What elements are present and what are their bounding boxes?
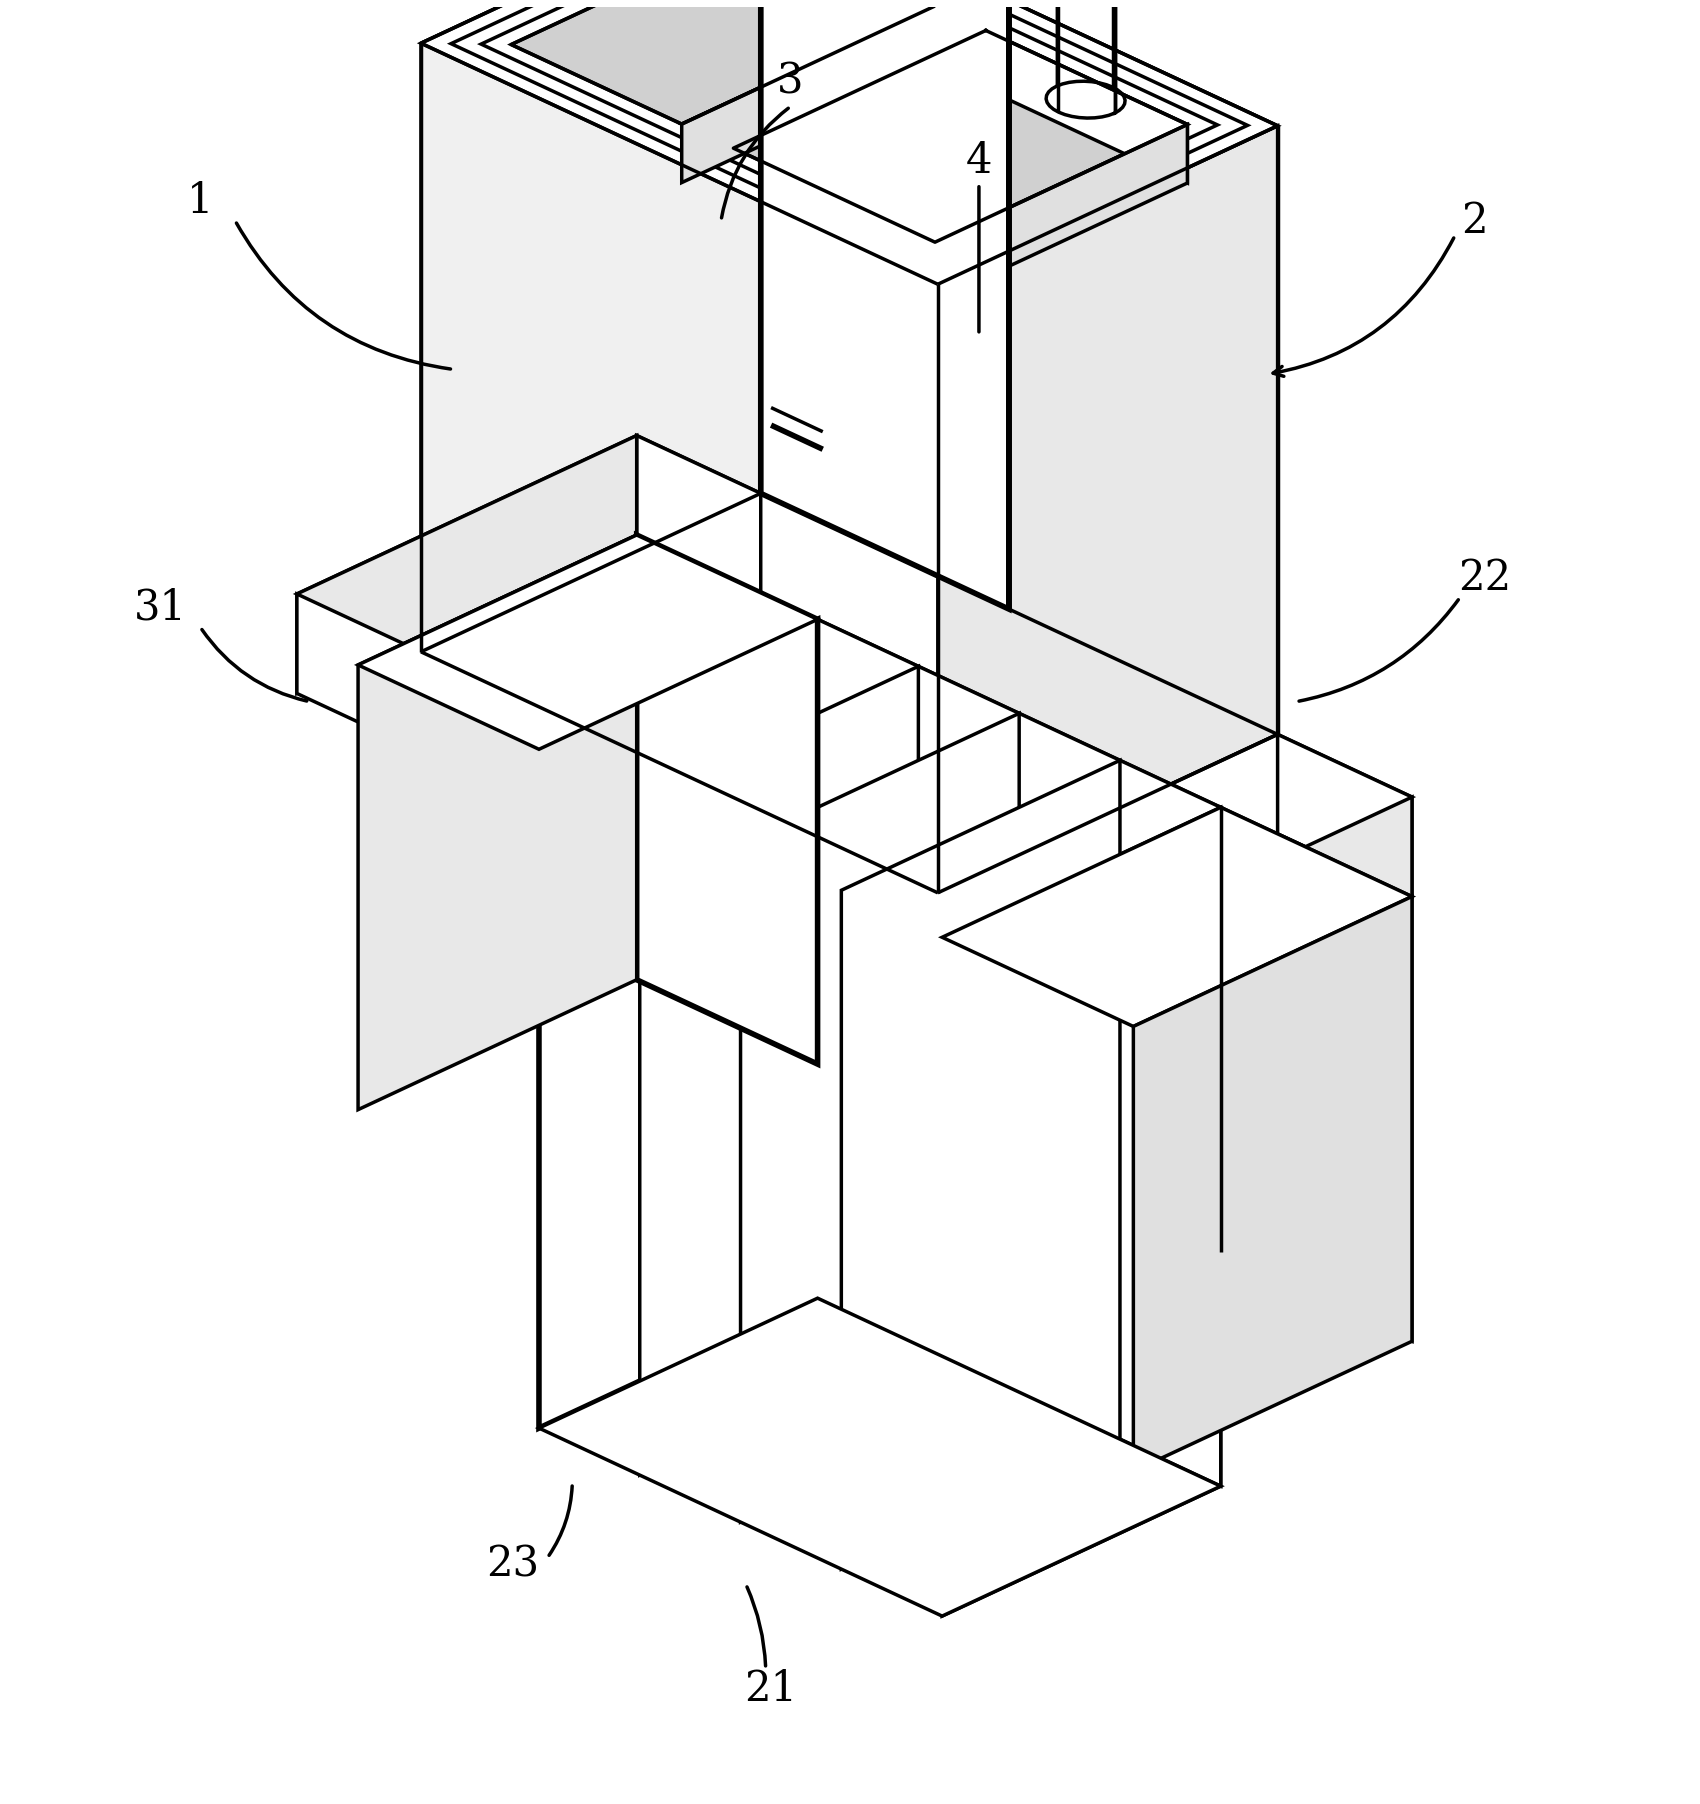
Text: 31: 31 <box>134 586 187 628</box>
Polygon shape <box>298 594 422 750</box>
Polygon shape <box>938 126 1278 893</box>
Polygon shape <box>818 619 1221 1486</box>
Text: 4: 4 <box>966 141 993 182</box>
Polygon shape <box>539 619 1221 938</box>
Polygon shape <box>760 0 1008 610</box>
Polygon shape <box>359 536 818 749</box>
Polygon shape <box>639 666 918 1476</box>
Polygon shape <box>422 0 760 651</box>
Polygon shape <box>935 124 1187 301</box>
Text: 23: 23 <box>486 1544 539 1586</box>
Polygon shape <box>942 808 1221 1616</box>
Polygon shape <box>1134 897 1413 1472</box>
Polygon shape <box>942 808 1413 1026</box>
Polygon shape <box>638 435 760 594</box>
Polygon shape <box>539 619 818 1429</box>
Polygon shape <box>359 536 638 1109</box>
Polygon shape <box>638 536 818 1064</box>
Polygon shape <box>763 0 933 65</box>
Text: 21: 21 <box>745 1667 797 1710</box>
Polygon shape <box>682 7 986 148</box>
Polygon shape <box>1278 734 1413 897</box>
Polygon shape <box>1073 797 1413 1055</box>
Polygon shape <box>760 0 1278 734</box>
Text: 3: 3 <box>777 61 804 103</box>
Polygon shape <box>481 0 1217 256</box>
Polygon shape <box>539 1299 1221 1616</box>
Polygon shape <box>450 0 1248 271</box>
Polygon shape <box>1221 808 1413 1340</box>
Polygon shape <box>938 734 1413 956</box>
Polygon shape <box>298 435 760 651</box>
Polygon shape <box>938 893 1073 1055</box>
Polygon shape <box>986 31 1187 182</box>
Polygon shape <box>298 435 638 693</box>
Polygon shape <box>741 713 1020 1523</box>
Polygon shape <box>733 31 1187 242</box>
Text: 1: 1 <box>187 180 214 222</box>
Polygon shape <box>842 759 1120 1569</box>
Polygon shape <box>422 0 1278 285</box>
Text: 22: 22 <box>1459 557 1511 599</box>
Text: 2: 2 <box>1462 200 1488 242</box>
Polygon shape <box>512 0 933 124</box>
Polygon shape <box>682 7 933 182</box>
